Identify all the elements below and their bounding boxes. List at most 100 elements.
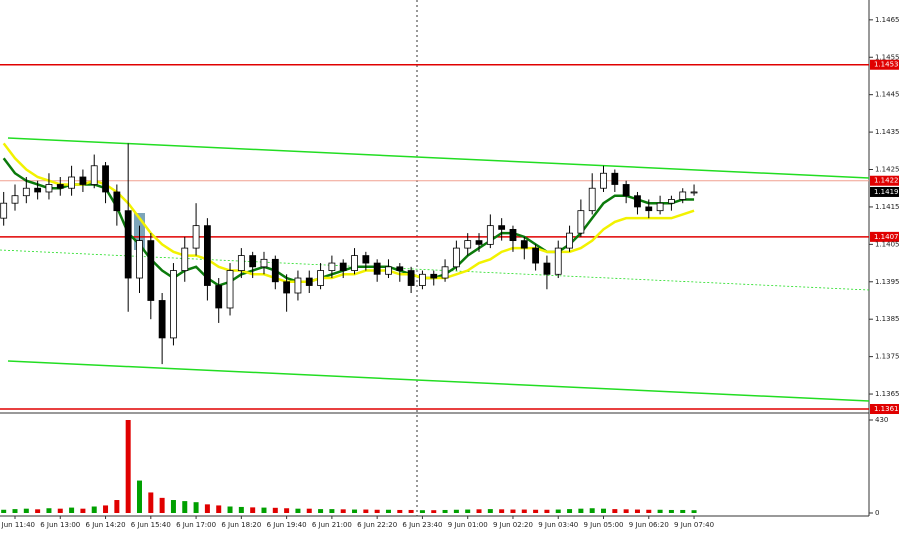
volume-bar (182, 501, 188, 513)
candle-body (260, 258, 268, 268)
y-tick-label: 1.1465 (875, 16, 900, 24)
x-tick-label: 6 Jun 23:40 (402, 521, 442, 529)
last-price-bg (870, 186, 899, 197)
volume-bar (46, 508, 52, 513)
last-price-label: 1.1419 (874, 188, 899, 196)
candle-body (452, 247, 460, 268)
volume-bar (521, 509, 527, 513)
x-tick-label: 6 Jun 13:00 (40, 521, 80, 529)
candle-body (407, 270, 415, 286)
volume-bar (318, 509, 324, 513)
volume-bar (238, 506, 244, 513)
volume-bar (634, 509, 640, 513)
candle-body (203, 225, 211, 286)
volume-bar (408, 509, 414, 513)
candle-body (475, 240, 483, 245)
candle-body (181, 247, 189, 271)
candle-body (22, 187, 30, 197)
candle-body (68, 176, 75, 189)
volume-bar (227, 506, 233, 513)
candle-body (79, 176, 87, 185)
moving-average (2, 157, 695, 287)
volume-bar (533, 509, 539, 513)
x-tick-label: 6 Jun 22:20 (357, 521, 397, 529)
volume-bar (431, 510, 437, 513)
candle-body (566, 232, 573, 249)
candle-body (249, 255, 257, 268)
volume-bar (442, 509, 448, 513)
y-tick-label: 1.1435 (875, 128, 900, 136)
y-tick-label: 1.1385 (875, 315, 900, 323)
level-label-bg (870, 175, 899, 186)
candle-body (305, 277, 313, 286)
volume-bar (499, 509, 505, 513)
volume-bar (272, 507, 278, 513)
y-tick-label: 1.1375 (875, 353, 900, 361)
volume-bar (397, 509, 403, 513)
volume-bar (668, 509, 674, 513)
volume-bar (374, 509, 380, 513)
volume-bar (555, 509, 561, 513)
y-tick-label: 1.1395 (875, 278, 900, 286)
volume-bar (691, 510, 697, 513)
candle-body (509, 228, 517, 242)
x-tick-label: 9 Jun 07:40 (674, 521, 714, 529)
candle-body (668, 199, 675, 204)
x-tick-label: 6 Jun 19:40 (267, 521, 307, 529)
volume-bar (589, 508, 595, 513)
volume-bar (295, 508, 301, 513)
candle-body (136, 240, 143, 279)
candle-body (271, 258, 279, 283)
volume-bar (465, 509, 471, 513)
candle-body (385, 266, 392, 275)
volume-bar (204, 504, 210, 513)
volume-bar (69, 507, 75, 513)
volume-bar (250, 507, 256, 513)
volume-bar (578, 508, 584, 513)
volume-bar (340, 509, 346, 513)
candle-body (600, 172, 607, 189)
volume-bar (136, 480, 142, 513)
candle-body (56, 184, 64, 189)
candle-body (441, 266, 449, 279)
volume-bar (680, 509, 686, 513)
candle-body (328, 262, 336, 271)
candle-body (464, 240, 472, 249)
volume-bar (284, 508, 290, 513)
candle-body (520, 240, 528, 249)
candle-body (611, 172, 619, 185)
y-tick-label: 1.1365 (875, 390, 900, 398)
y-tick-label: 1.1425 (875, 166, 900, 174)
level-label-bg (870, 231, 899, 242)
volume-bar (103, 505, 109, 513)
candle-body (362, 255, 370, 264)
y-tick-label: 1.1405 (875, 240, 900, 248)
volume-bar (363, 509, 369, 513)
level-label: 1.1361 (874, 405, 899, 413)
volume-bar (306, 508, 312, 513)
volume-bar (193, 502, 199, 513)
candle-body (237, 255, 245, 271)
channel-upper (7, 137, 870, 179)
candle-body (0, 202, 8, 219)
level-label-bg (870, 59, 899, 70)
volume-bar (510, 509, 516, 513)
x-tick-label: 9 Jun 05:00 (584, 521, 624, 529)
candle-body (419, 273, 426, 286)
volume-bar (216, 505, 222, 513)
volume-bar (352, 509, 358, 513)
candle-body (532, 247, 540, 264)
candle-body (45, 184, 53, 193)
candle-body (396, 266, 404, 271)
y-tick-label: 1.1445 (875, 91, 900, 99)
candle-body (588, 187, 596, 212)
volume-bar (476, 509, 482, 513)
volume-bar (1, 509, 7, 513)
volume-bar (35, 509, 41, 513)
candle-body (373, 262, 381, 275)
x-tick-label: 6 Jun 14:20 (86, 521, 126, 529)
level-label: 1.1422 (874, 177, 899, 185)
candle-body (679, 191, 687, 200)
channel-lower (7, 360, 870, 402)
volume-bar (329, 509, 335, 513)
